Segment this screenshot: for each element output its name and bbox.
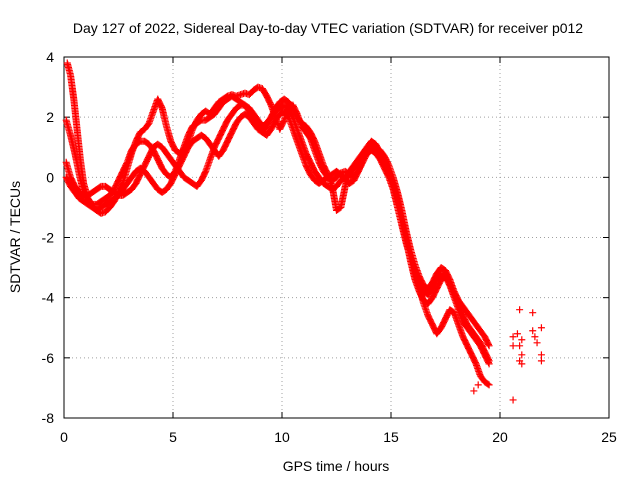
y-tick-label: -8 [42,410,55,426]
x-tick-label: 25 [601,429,617,445]
y-tick-label: 2 [46,109,54,125]
data-point [470,387,478,395]
y-tick-label: -4 [42,290,55,306]
series-late-points [470,306,545,404]
data-point [537,357,545,365]
x-tick-label: 15 [383,429,399,445]
data-points [62,59,545,404]
data-point [485,342,493,350]
x-axis-label: GPS time / hours [283,458,390,474]
data-point [518,336,526,344]
data-point [485,381,493,389]
series-track-4 [62,95,493,368]
chart-title: Day 127 of 2022, Sidereal Day-to-day VTE… [73,20,583,36]
y-axis-label: SDTVAR / TECUs [7,181,23,293]
data-point [518,360,526,368]
x-tick-label: 5 [169,429,177,445]
data-point [537,351,545,359]
data-marker [484,380,492,388]
data-point [509,342,517,350]
data-point [516,306,524,314]
data-point [533,339,541,347]
data-point [485,360,493,368]
x-tick-label: 20 [492,429,508,445]
data-point [516,342,524,350]
x-tick-label: 0 [60,429,68,445]
axis-ticks: 0 5 10 15 20 25 -8 -6 -4 -2 0 2 4 [42,49,617,445]
series-track-2 [62,92,493,365]
data-marker [484,341,492,349]
data-point [474,381,482,389]
data-point [531,333,539,341]
y-tick-label: -6 [42,350,55,366]
grid-lines [64,57,609,418]
y-tick-label: 4 [46,49,54,65]
data-point [518,351,526,359]
data-marker [484,359,492,367]
y-tick-label: 0 [46,169,54,185]
data-point [529,309,537,317]
x-tick-label: 10 [274,429,290,445]
data-point [509,333,517,341]
data-point [509,396,517,404]
y-tick-label: -2 [42,230,55,246]
data-point [529,327,537,335]
data-point [537,324,545,332]
data-point [513,330,521,338]
